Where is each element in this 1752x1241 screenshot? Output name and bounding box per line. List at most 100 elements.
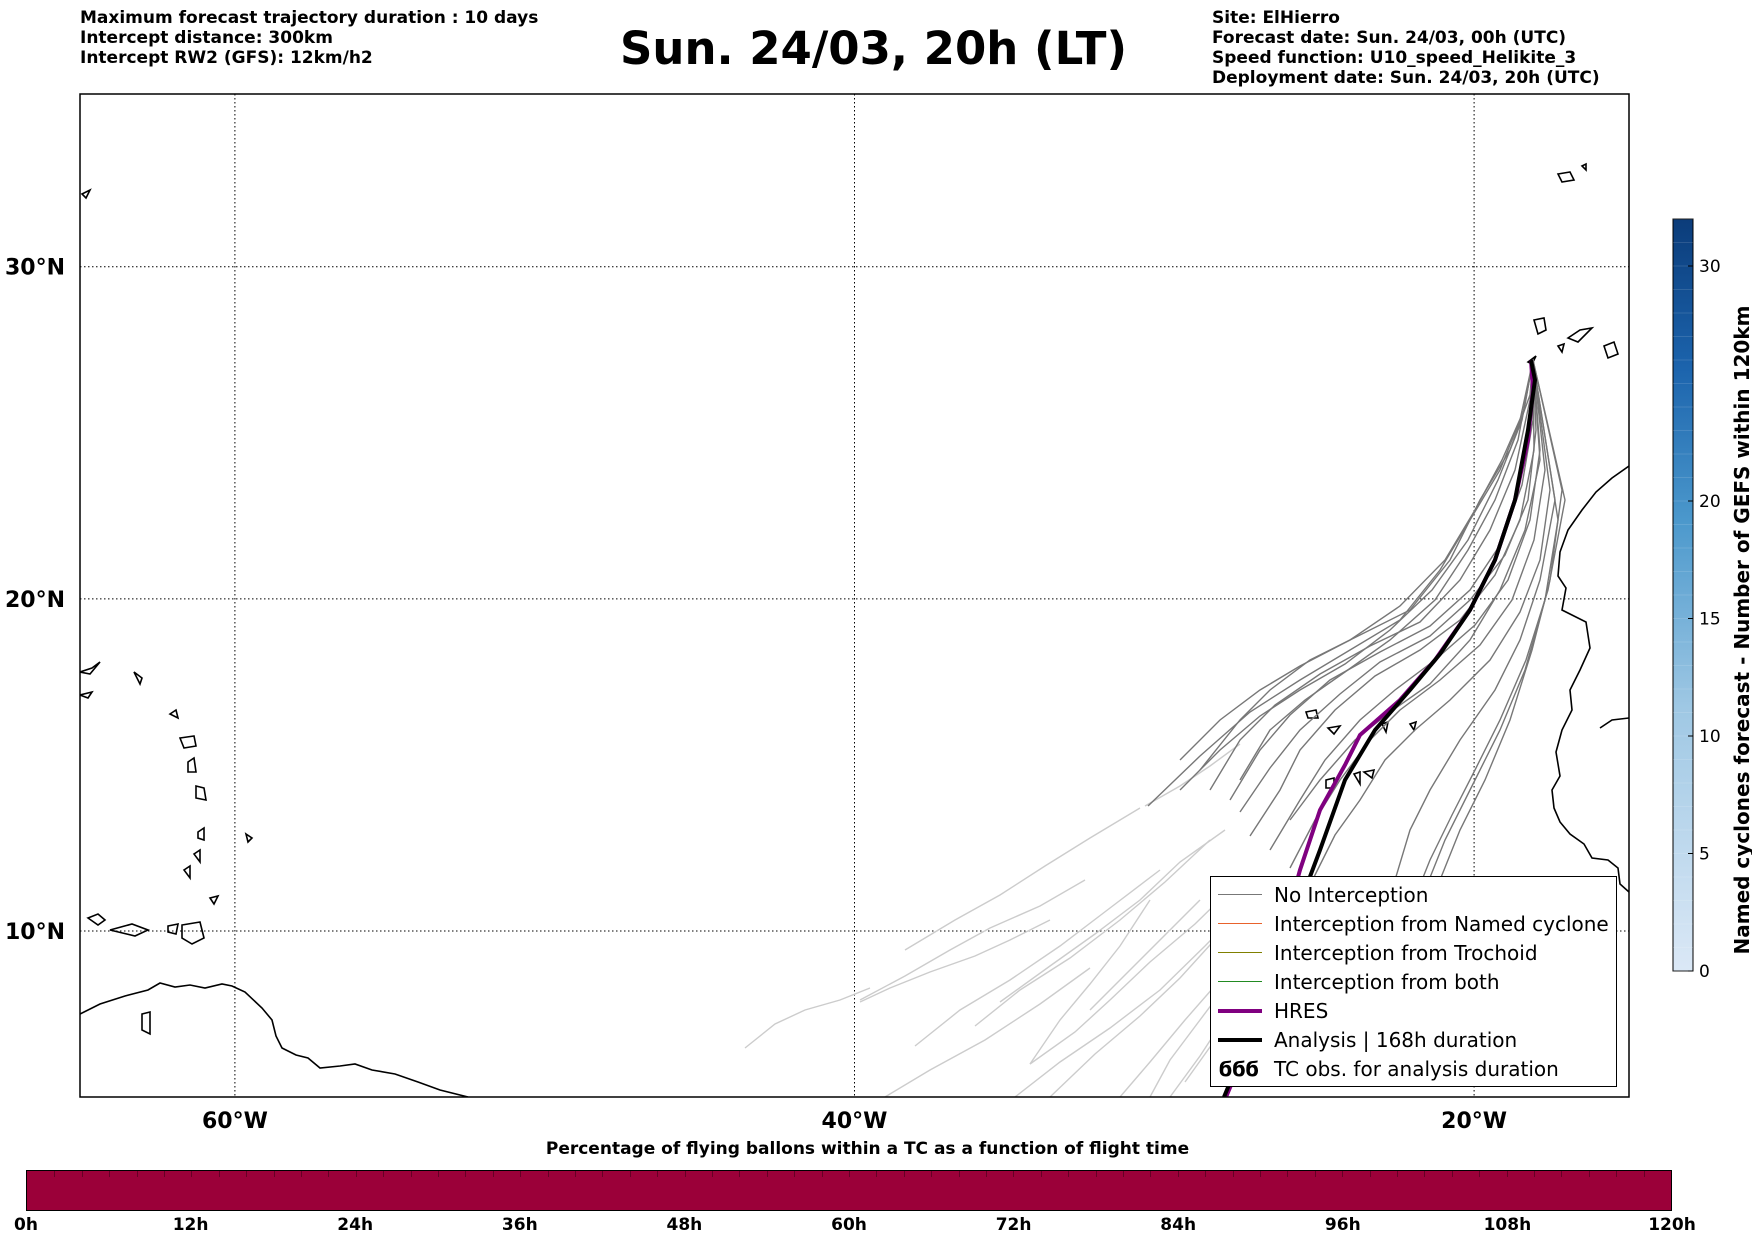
bottom-colorbar-minor-tick [1260, 1171, 1261, 1177]
trajectory-no-interception [1229, 360, 1534, 801]
coastline-lesser-antilles-9 [208, 894, 220, 906]
legend-label: Interception from both [1274, 970, 1500, 994]
coastline-islands-f [141, 1010, 151, 1036]
legend-item: Analysis | 168h duration [1211, 1026, 1616, 1055]
legend-item: ϭϭϭ TC obs. for analysis duration [1211, 1055, 1616, 1084]
coastline-canary-3 [1603, 340, 1619, 360]
bottom-colorbar-minor-tick [1232, 1171, 1234, 1177]
bottom-colorbar-minor-tick [739, 1171, 741, 1177]
trajectory-late [1029, 899, 1151, 1065]
coastline-cape-verde-6 [1352, 770, 1361, 787]
trajectory-late [1144, 743, 1241, 807]
colorbar-tick-label: 15 [1699, 610, 1721, 630]
bottom-colorbar-minor-tick [1205, 1171, 1207, 1177]
trajectory-late [914, 869, 1161, 1047]
longitude-label: 20°W [1441, 1109, 1507, 1134]
bottom-colorbar-minor-tick [301, 1171, 302, 1177]
bottom-colorbar-minor-tick [931, 1171, 933, 1177]
trajectory-late [859, 879, 1086, 1001]
trajectory-late-segments [744, 743, 1266, 1097]
bottom-colorbar-minor-tick [958, 1171, 960, 1177]
legend-item: Interception from Named cyclone [1211, 910, 1616, 939]
coastline-canary-4 [1556, 342, 1566, 354]
coastline-madeira-2 [1580, 162, 1587, 172]
bottom-colorbar-minor-tick [575, 1171, 576, 1177]
bottom-colorbar-minor-tick [903, 1171, 905, 1177]
legend-item: HRES [1211, 997, 1616, 1026]
coastline-madeira [1556, 171, 1576, 183]
bottom-colorbar-minor-tick [438, 1171, 439, 1177]
latitude-label: 10°N [5, 920, 65, 945]
bottom-colorbar-minor-tick [1506, 1171, 1508, 1177]
bottom-colorbar-minor-tick [1643, 1171, 1645, 1177]
trajectory-no-interception [1209, 359, 1534, 791]
legend-label: Interception from Trochoid [1274, 941, 1538, 965]
coastlines [80, 162, 1629, 1097]
bottom-colorbar-minor-tick [1095, 1171, 1097, 1177]
bottom-colorbar-tick-label: 72h [995, 1215, 1032, 1235]
bottom-colorbar-minor-tick [684, 1171, 686, 1177]
bottom-colorbar-minor-tick [1287, 1171, 1289, 1177]
longitude-label: 60°W [202, 1109, 268, 1134]
legend-swatch [1218, 1038, 1262, 1042]
coastline-cape-verde-3 [1380, 720, 1390, 735]
bottom-colorbar-minor-tick [876, 1171, 878, 1177]
trajectory-no-interception [1289, 359, 1541, 821]
bottom-colorbar-minor-tick [766, 1171, 768, 1177]
legend: No Interception Interception from Named … [1210, 876, 1617, 1087]
bottom-colorbar-minor-tick [1150, 1171, 1152, 1177]
coastline-lesser-antilles-7 [192, 848, 201, 865]
bottom-colorbar-minor-tick [218, 1171, 220, 1177]
coastline-cape-verde-2 [1326, 724, 1342, 736]
bottom-colorbar-minor-tick [1588, 1171, 1590, 1177]
bottom-colorbar-tick-label: 120h [1648, 1215, 1696, 1235]
trajectory-late [859, 919, 1051, 1003]
coastline-islands-a [86, 913, 107, 926]
bottom-colorbar-tick-label: 0h [14, 1215, 38, 1235]
page-title: Sun. 24/03, 20h (LT) [620, 22, 1128, 75]
legend-swatch [1218, 1009, 1262, 1013]
longitude-label: 40°W [822, 1109, 888, 1134]
colorbar-tick-label: 20 [1699, 492, 1721, 512]
bottom-colorbar-minor-tick [54, 1171, 56, 1177]
intercept-distance-text: Intercept distance: 300km [80, 28, 333, 48]
trajectory-late [884, 967, 1091, 1097]
colorbar-tick-label: 30 [1699, 257, 1721, 277]
bottom-colorbar-minor-tick [136, 1171, 138, 1177]
bottom-colorbar-minor-tick [1123, 1171, 1124, 1177]
trajectory-no-interception [1309, 359, 1551, 886]
trajectory-no-interception [1239, 359, 1537, 813]
coastline-cape-verde-1 [1304, 709, 1320, 719]
bottom-colorbar-tick-label: 96h [1324, 1215, 1361, 1235]
coastline-trinidad [181, 921, 205, 945]
site-text: Site: ElHierro [1212, 8, 1340, 28]
bottom-colorbar-minor-tick [191, 1171, 193, 1177]
bottom-colorbar-minor-tick [273, 1171, 275, 1177]
legend-label: Analysis | 168h duration [1274, 1028, 1518, 1052]
tc-symbol-icon: ϭϭϭ [1218, 1057, 1259, 1081]
bottom-colorbar-minor-tick [1479, 1171, 1481, 1177]
bottom-colorbar-tick-label: 36h [501, 1215, 538, 1235]
coastline-lesser-antilles-1 [133, 671, 143, 687]
bottom-colorbar-minor-tick [1342, 1171, 1344, 1177]
colorbar-tick-label: 10 [1699, 727, 1721, 747]
bottom-colorbar-minor-tick [328, 1171, 330, 1177]
trajectory-no-interception [1269, 359, 1541, 851]
bottom-colorbar-minor-tick [629, 1171, 631, 1177]
bottom-colorbar-minor-tick [1314, 1171, 1316, 1177]
legend-swatch [1218, 894, 1262, 895]
bottom-colorbar-minor-tick [1534, 1171, 1535, 1177]
trajectory-late [1029, 879, 1241, 1065]
trajectories [744, 359, 1566, 1097]
trajectory-no-interception [1289, 359, 1546, 869]
trajectory-late [974, 839, 1211, 1027]
trajectory-no-interception [1413, 359, 1566, 901]
coastline-islands-b [109, 923, 151, 937]
coastline-south-america [80, 982, 469, 1097]
bottom-colorbar-tick-label: 84h [1160, 1215, 1197, 1235]
bottom-colorbar-minor-tick [492, 1171, 494, 1177]
colorbar-right: 0 5 10 15 20 30 [1672, 218, 1721, 982]
coastline-lesser-antilles-6 [197, 826, 205, 842]
trajectory-late [1089, 899, 1201, 1011]
bottom-colorbar-minor-tick [355, 1171, 357, 1177]
